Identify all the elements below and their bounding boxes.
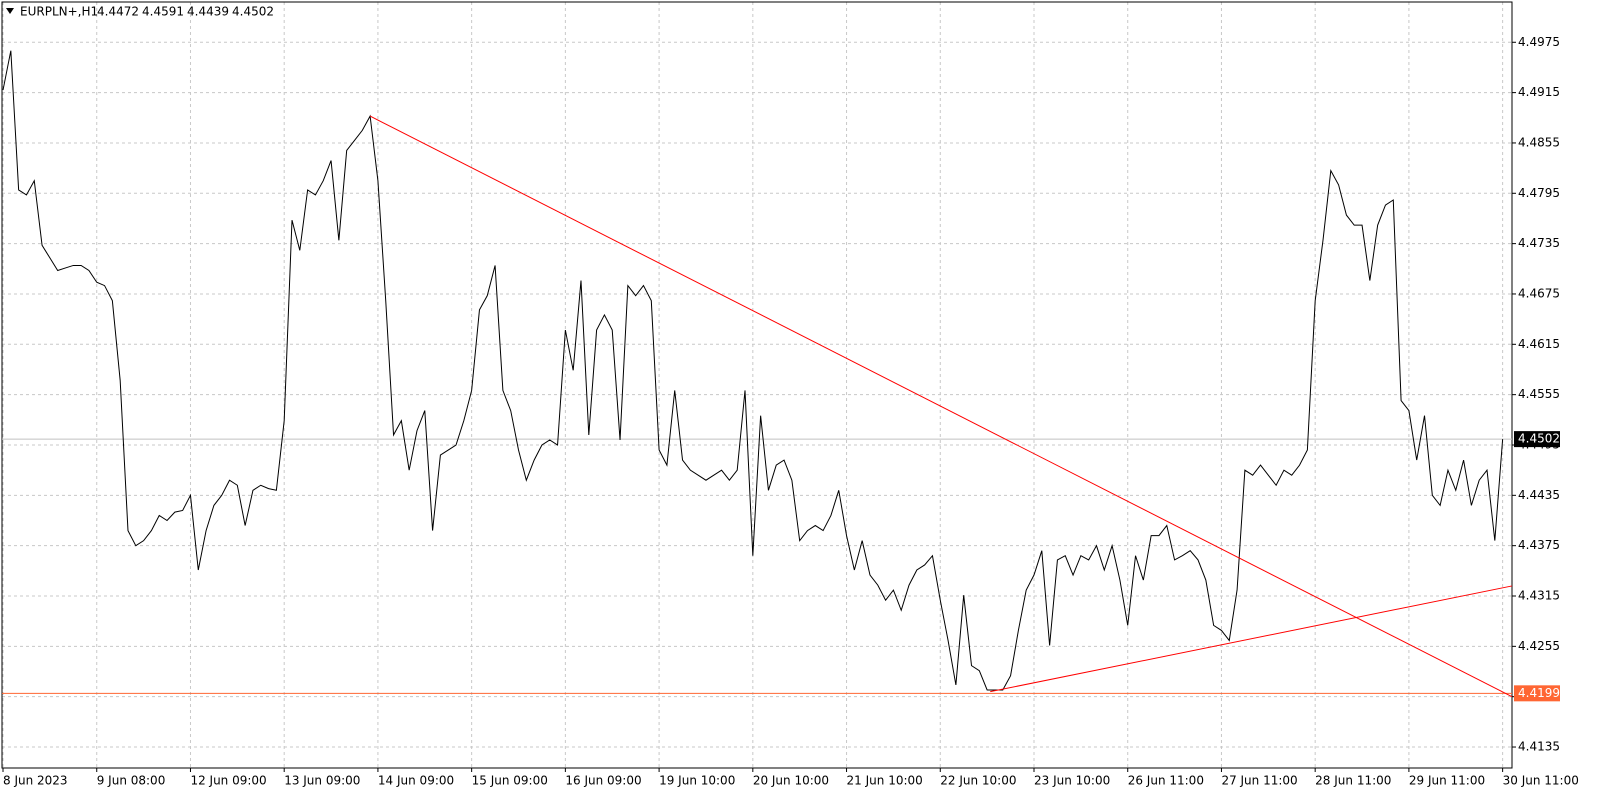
plot-frame <box>1 1 1513 769</box>
x-tick-label: 16 Jun 09:00 <box>565 774 641 788</box>
y-tick-label: 4.4975 <box>1518 35 1560 49</box>
menu-triangle[interactable] <box>6 8 14 14</box>
price-label-box <box>1514 431 1560 448</box>
level-label-box <box>1514 685 1560 702</box>
ohlc-open: 4.4472 <box>97 5 139 19</box>
y-tick-label: 4.4675 <box>1518 286 1560 300</box>
level-label: 4.4199 <box>1518 686 1560 700</box>
x-tick-label: 15 Jun 09:00 <box>472 774 548 788</box>
y-tick-label: 4.4915 <box>1518 85 1560 99</box>
x-tick-label: 20 Jun 10:00 <box>753 774 829 788</box>
x-tick-label: 26 Jun 11:00 <box>1128 774 1204 788</box>
x-tick-label: 27 Jun 11:00 <box>1221 774 1297 788</box>
y-tick-label: 4.4555 <box>1518 387 1560 401</box>
x-tick-label: 19 Jun 10:00 <box>659 774 735 788</box>
price-line-series <box>2 50 1504 691</box>
price-label: 4.4502 <box>1518 432 1560 446</box>
x-tick-label: 13 Jun 09:00 <box>284 774 360 788</box>
x-tick-label: 21 Jun 10:00 <box>847 774 923 788</box>
y-tick-label: 4.4255 <box>1518 639 1560 653</box>
x-tick-label: 12 Jun 09:00 <box>190 774 266 788</box>
y-tick-label: 4.4855 <box>1518 135 1560 149</box>
x-tick-label: 22 Jun 10:00 <box>940 774 1016 788</box>
x-tick-label: 8 Jun 2023 <box>3 774 68 788</box>
x-tick-label: 29 Jun 11:00 <box>1409 774 1485 788</box>
y-tick-label: 4.4435 <box>1518 488 1560 502</box>
y-tick-label: 4.4315 <box>1518 589 1560 603</box>
y-tick-label: 4.4735 <box>1518 236 1560 250</box>
ohlc-close: 4.4502 <box>232 5 274 19</box>
x-tick-label: 28 Jun 11:00 <box>1315 774 1391 788</box>
x-tick-label: 14 Jun 09:00 <box>378 774 454 788</box>
y-tick-label: 4.4135 <box>1518 740 1560 754</box>
ohlc-high: 4.4591 <box>142 5 184 19</box>
x-tick-label: 30 Jun 11:00 <box>1503 774 1579 788</box>
x-tick-label: 9 Jun 08:00 <box>97 774 166 788</box>
y-tick-label: 4.4375 <box>1518 538 1560 552</box>
ohlc-low: 4.4439 <box>187 5 229 19</box>
grid <box>2 2 1512 768</box>
y-tick-label: 4.4615 <box>1518 337 1560 351</box>
symbol: EURPLN+,H1 <box>20 5 98 19</box>
trendline <box>369 115 1513 698</box>
x-tick-label: 23 Jun 10:00 <box>1034 774 1110 788</box>
trendline <box>990 585 1513 693</box>
y-tick-label: 4.4795 <box>1518 186 1560 200</box>
